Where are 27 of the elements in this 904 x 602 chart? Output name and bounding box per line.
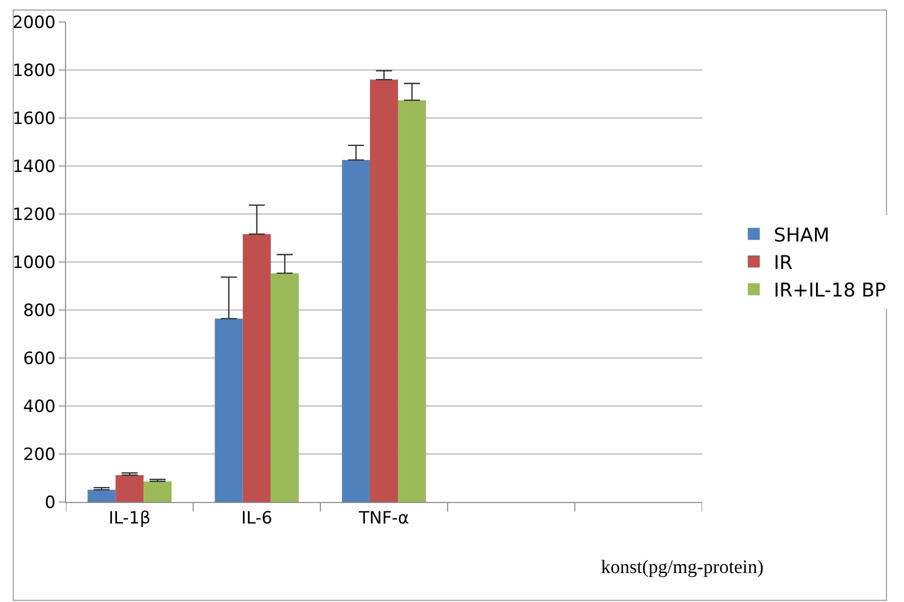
x-tick-label: IL-1β <box>108 508 151 528</box>
bar <box>88 490 116 502</box>
bar <box>144 481 172 502</box>
bar <box>398 100 426 502</box>
y-tick-label: 400 <box>23 396 56 417</box>
bar <box>342 160 370 502</box>
y-tick-label: 1400 <box>12 156 56 177</box>
bar <box>270 273 299 502</box>
bar <box>116 475 144 502</box>
y-tick-label: 0 <box>44 492 56 513</box>
x-tick-label: TNF-α <box>358 508 410 528</box>
y-tick-label: 1600 <box>12 108 56 129</box>
legend-label: SHAM <box>774 224 830 246</box>
y-tick-label: 1800 <box>12 60 56 81</box>
y-tick-label: 600 <box>23 348 56 369</box>
y-tick-label: 1200 <box>12 204 56 225</box>
bar <box>242 234 271 502</box>
legend-label: IR+IL-18 BP <box>774 280 886 302</box>
y-tick-label: 800 <box>23 300 56 321</box>
y-tick-label: 200 <box>23 444 56 465</box>
y-tick-label: 2000 <box>12 12 56 33</box>
x-axis-title: konst(pg/mg-protein) <box>601 557 764 578</box>
legend-label: IR <box>774 252 793 274</box>
x-tick-label: IL-6 <box>241 508 272 528</box>
bar <box>214 318 243 502</box>
y-tick-label: 1000 <box>12 252 56 273</box>
bar <box>370 80 398 502</box>
